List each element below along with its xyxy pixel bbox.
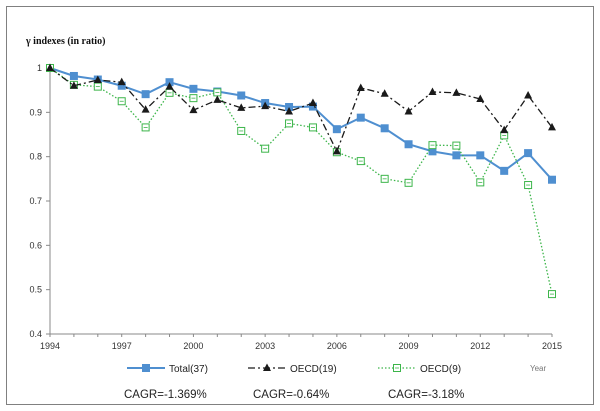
data-point — [69, 81, 78, 89]
data-point — [285, 106, 294, 115]
y-tick-label: 0.7 — [29, 196, 42, 206]
series-line-0 — [49, 67, 553, 181]
x-tick-label: 2015 — [542, 341, 562, 351]
data-point — [261, 101, 270, 110]
x-axis-label: Year — [530, 364, 547, 373]
cagr-annotations: CAGR=-1.369% CAGR=-0.64% CAGR=-3.18% — [124, 389, 464, 401]
cagr-label: CAGR=-3.18% — [388, 389, 464, 401]
data-point — [404, 178, 413, 187]
data-point — [404, 140, 413, 149]
data-point — [452, 141, 461, 150]
x-axis: 1994 1997 2000 2003 2006 2009 2012 2015 — [40, 334, 562, 351]
data-point — [189, 105, 198, 114]
plot-area — [46, 63, 556, 299]
data-point — [93, 82, 102, 91]
data-point — [332, 146, 341, 155]
y-tick-label: 1 — [37, 63, 42, 73]
data-point — [548, 290, 556, 299]
data-point — [141, 90, 150, 99]
data-point — [356, 157, 365, 166]
data-point — [548, 122, 556, 131]
y-tick-label: 0.8 — [29, 152, 42, 162]
legend-label: OECD(19) — [290, 364, 337, 375]
data-point — [476, 94, 485, 103]
legend-label: OECD(9) — [420, 364, 461, 375]
data-point — [428, 87, 437, 95]
cagr-label: CAGR=-0.64% — [253, 389, 329, 401]
data-point — [452, 88, 461, 96]
y-tick-label: 0.6 — [29, 240, 42, 250]
data-point — [117, 77, 126, 86]
x-tick-label: 2009 — [399, 341, 419, 351]
series-line-1 — [49, 67, 553, 153]
data-point — [165, 88, 174, 97]
data-point — [452, 151, 461, 160]
data-point — [500, 166, 509, 175]
data-point — [356, 113, 365, 122]
data-point — [189, 94, 198, 103]
data-point — [213, 88, 222, 97]
series-line-2 — [49, 67, 553, 295]
data-point — [524, 149, 533, 158]
chart-frame — [6, 6, 594, 405]
y-axis: 0.4 0.5 0.6 0.7 0.8 0.9 1 — [29, 63, 50, 339]
data-point — [476, 178, 485, 187]
y-axis-label: γ indexes (in ratio) — [25, 36, 105, 47]
legend-marker — [142, 364, 150, 372]
y-tick-label: 0.9 — [29, 107, 42, 117]
data-point — [285, 119, 294, 128]
x-tick-label: 2003 — [255, 341, 275, 351]
data-point — [141, 123, 150, 132]
data-point — [117, 97, 126, 106]
data-point — [69, 71, 78, 80]
data-point — [524, 181, 533, 190]
data-point — [380, 89, 389, 97]
data-point — [380, 124, 389, 133]
y-tick-label: 0.5 — [29, 285, 42, 295]
x-tick-label: 2012 — [470, 341, 490, 351]
data-point — [356, 83, 365, 91]
legend-label: Total(37) — [169, 364, 208, 375]
data-point — [548, 175, 556, 184]
cagr-label: CAGR=-1.369% — [124, 389, 207, 401]
data-point — [524, 90, 533, 99]
x-tick-label: 2000 — [183, 341, 203, 351]
data-point — [404, 106, 413, 115]
data-point — [237, 91, 246, 100]
data-point — [165, 82, 174, 90]
data-point — [189, 84, 198, 93]
series-1 — [46, 63, 556, 155]
legend: Total(37) OECD(19) OECD(9) — [127, 363, 461, 375]
data-point — [93, 75, 102, 83]
data-point — [261, 144, 270, 153]
x-tick-label: 1997 — [112, 341, 132, 351]
data-point — [428, 141, 437, 150]
data-point — [476, 151, 485, 160]
data-point — [332, 125, 341, 134]
data-point — [141, 105, 150, 113]
data-point — [237, 103, 246, 111]
legend-marker — [393, 364, 401, 372]
y-tick-label: 0.4 — [29, 329, 42, 339]
data-point — [308, 123, 317, 132]
data-point — [500, 125, 509, 134]
data-point — [213, 95, 222, 103]
legend-marker — [263, 363, 271, 371]
data-point — [308, 98, 317, 107]
data-point — [380, 174, 389, 183]
x-tick-label: 1994 — [40, 341, 60, 351]
x-tick-label: 2006 — [327, 341, 347, 351]
data-point — [237, 126, 246, 135]
data-point — [46, 63, 54, 71]
